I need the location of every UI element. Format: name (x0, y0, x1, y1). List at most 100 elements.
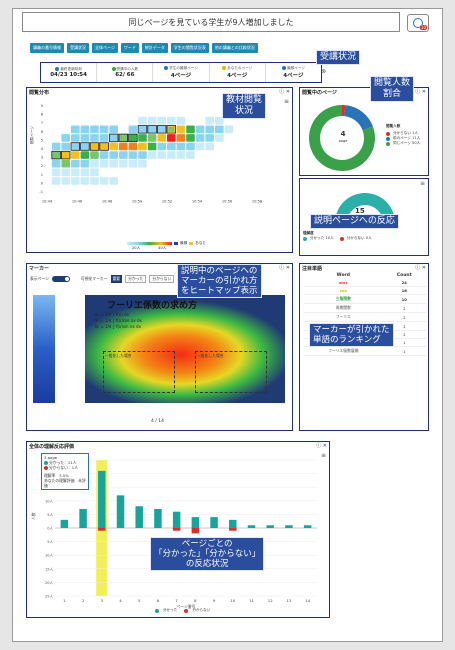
panel-title: 注目単語 (302, 266, 323, 272)
top-page-marker (61, 150, 71, 160)
bar-not-understood-3 (98, 528, 106, 531)
tab-attendance[interactable]: 受講状況 (67, 43, 89, 53)
panel-controls[interactable]: ⓘ ✕ (279, 265, 290, 271)
clock-icon (55, 67, 60, 71)
panel-controls[interactable]: ⓘ ✕ (316, 443, 327, 449)
heat-cell (71, 159, 80, 168)
heat-cell (176, 134, 186, 142)
notification-count: 10 (419, 25, 427, 30)
marker-toolbar: 表示ページ 可視化マーカー 重要 分かった 分からない (30, 275, 175, 283)
heat-cell (147, 125, 157, 134)
count-cell: 2 (382, 303, 426, 313)
y-tick-label: 25人 (45, 594, 53, 599)
legend-label: 20人 (132, 246, 141, 250)
heat-cell (90, 159, 99, 168)
teacher-icon (222, 66, 227, 70)
tab-stats[interactable]: 統計データ (141, 43, 168, 53)
prev-slide-preview[interactable] (33, 295, 55, 403)
legend-label: 前のページ 11人 (393, 136, 421, 140)
y-tick-label: 1 (41, 173, 43, 177)
bar-understood-6 (154, 508, 162, 528)
tab-all-pages[interactable]: 全体ページ (92, 43, 118, 53)
tab-lecture[interactable]: 講義の番号情報 (30, 43, 64, 53)
bar-understood-3 (98, 470, 106, 528)
tab-words[interactable]: ワード (120, 43, 139, 53)
banner-message: 同じページを見ている学生が9人増加しました (128, 17, 294, 27)
top-page-marker (118, 133, 129, 143)
col-word[interactable]: Word (336, 273, 350, 278)
heat-cell (195, 134, 205, 142)
heat-cell (71, 125, 80, 134)
bar-understood-12 (266, 525, 274, 528)
bar-understood-9 (210, 517, 218, 528)
your-page-marker (177, 126, 185, 133)
y-tick-label: -1 (39, 190, 43, 194)
heat-cell (51, 168, 61, 177)
heat-cell (61, 159, 70, 168)
word-cell: sinx (304, 279, 383, 287)
heat-cell (138, 116, 147, 125)
heat-cell (138, 159, 147, 168)
table-row[interactable]: sinx 24 (304, 279, 426, 287)
panel-controls[interactable]: ⓘ ✕ (415, 265, 426, 271)
legend-label: 分かった 10人 (310, 236, 334, 240)
table-row[interactable]: 三角関数 10 (304, 294, 426, 304)
filter-important[interactable]: 重要 (110, 275, 123, 283)
heat-cell (109, 125, 118, 134)
slide-box-right: 一般化した場合 (195, 351, 267, 393)
bar-understood-7 (172, 511, 181, 528)
chevron-up-icon[interactable]: ⊗ (321, 68, 327, 75)
heat-cell (80, 151, 90, 159)
gradient-bar (127, 242, 172, 245)
panel-controls[interactable]: ⓘ ✕ (415, 89, 426, 95)
heat-cell (167, 134, 176, 142)
col-count[interactable]: Count (396, 273, 412, 278)
menu-icon[interactable]: ≡ (320, 452, 326, 459)
stat-label: 学生の最頻ページ (169, 66, 198, 70)
page-toggle[interactable] (51, 276, 70, 282)
x-tick-label: 10:46 (72, 200, 83, 204)
slide-pager[interactable]: 4 / 14 (151, 419, 164, 424)
table-row[interactable]: cos 16 (304, 286, 426, 295)
menu-icon[interactable]: ≡ (283, 98, 289, 105)
flag-icon (281, 66, 286, 70)
tooltip-page: 3 page (44, 455, 58, 460)
bar-not-understood-10 (229, 528, 237, 531)
heat-cell (51, 159, 61, 168)
heat-cell (80, 134, 90, 142)
filter-not-understood[interactable]: 分からない (149, 275, 175, 283)
heat-cell (109, 151, 118, 159)
stat-value: 62/ 66 (115, 72, 135, 78)
heat-cell (99, 134, 109, 142)
heat-cell (138, 142, 147, 151)
count-cell: 2 (382, 312, 426, 322)
x-axis-label: ページ番号 (177, 604, 196, 609)
tab-student-status[interactable]: 学生の閲覧状況表 (170, 43, 209, 53)
legend-label: 分かった (163, 608, 178, 612)
page-icon (164, 66, 169, 70)
y-tick-label: 0 (41, 181, 44, 185)
table-row[interactable]: フーリエ 2 (304, 312, 426, 322)
notification-button[interactable]: 10 (407, 14, 429, 32)
table-row[interactable]: フーリエ級数展開 1 (304, 346, 426, 356)
heat-cell (61, 151, 70, 159)
top-page-marker (166, 125, 177, 134)
heat-overlay (85, 295, 285, 403)
x-tick-label: 10:52 (162, 200, 172, 204)
heat-cell (90, 125, 99, 134)
toggle-label: 表示ページ (30, 276, 49, 281)
tab-compare[interactable]: 他の講義との比較状況 (211, 43, 258, 53)
slide-formula: a₀ = 1/π ∫ f(x) dx aₙ = 1/π ∫ f(x)cos nx … (95, 312, 142, 329)
bar-understood-8 (191, 517, 200, 528)
heat-cell (109, 134, 118, 142)
heat-cell (167, 151, 176, 159)
legend-label: 分からない 0人 (346, 236, 372, 240)
filter-understood[interactable]: 分かった (125, 275, 147, 283)
menu-icon[interactable]: ≡ (419, 180, 425, 187)
table-header: Word Count (304, 272, 426, 279)
heat-cell (167, 142, 176, 151)
legend-label: 分からない (192, 608, 211, 612)
heat-cell (71, 142, 80, 151)
panel-controls[interactable]: ⓘ ✕ (279, 89, 290, 95)
